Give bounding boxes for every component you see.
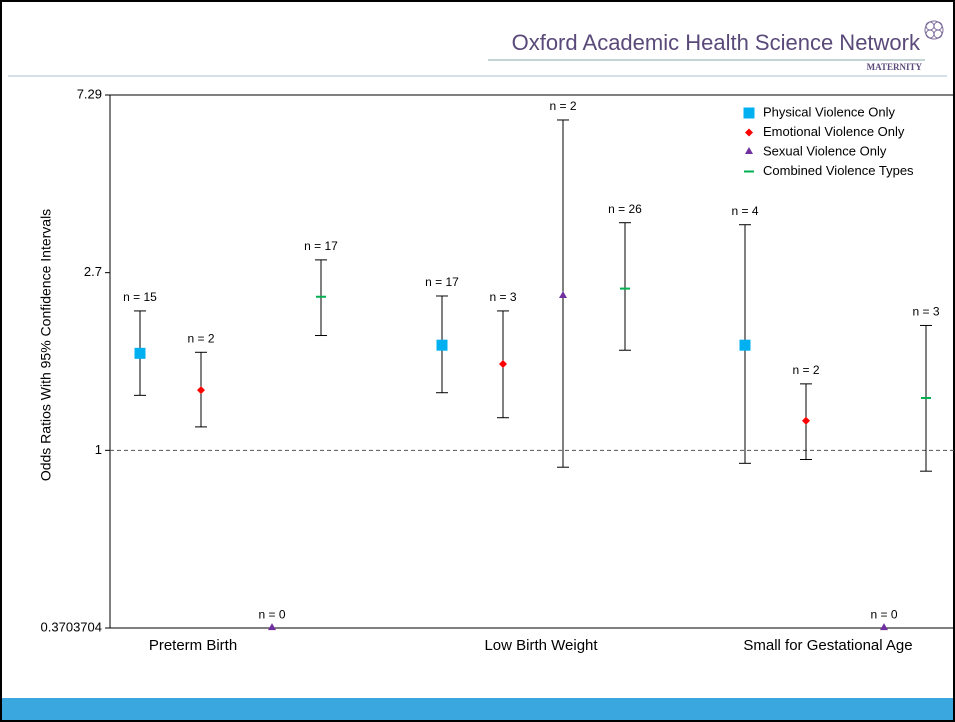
x-category-label: Preterm Birth xyxy=(149,637,237,654)
n-label: n = 4 xyxy=(731,204,758,218)
legend-label: Sexual Violence Only xyxy=(763,143,887,158)
legend-label: Physical Violence Only xyxy=(763,104,895,119)
n-label: n = 2 xyxy=(792,363,819,377)
legend-label: Emotional Violence Only xyxy=(763,124,905,139)
header-subtitle: MATERNITY xyxy=(867,62,923,72)
y-tick-label: 7.29 xyxy=(77,86,102,101)
y-tick-label: 2.7 xyxy=(84,264,102,279)
marker xyxy=(559,290,567,298)
n-label: n = 26 xyxy=(608,202,642,216)
marker xyxy=(268,623,276,631)
header-title: Oxford Academic Health Science Network xyxy=(512,30,921,55)
n-label: n = 2 xyxy=(549,99,576,113)
marker xyxy=(499,360,507,369)
marker xyxy=(802,416,810,425)
n-label: n = 0 xyxy=(258,607,285,621)
y-tick-label: 1 xyxy=(95,442,102,457)
legend-label: Combined Violence Types xyxy=(763,163,914,178)
footer-band xyxy=(2,698,953,720)
n-label: n = 3 xyxy=(489,290,516,304)
marker xyxy=(745,128,753,137)
marker xyxy=(743,107,755,119)
marker xyxy=(436,339,448,351)
n-label: n = 17 xyxy=(304,239,338,253)
marker xyxy=(745,147,753,154)
x-category-label: Low Birth Weight xyxy=(484,637,598,654)
logo xyxy=(924,20,944,40)
x-category-label: Small for Gestational Age xyxy=(743,637,912,654)
marker xyxy=(134,347,146,359)
y-axis-label: Odds Ratios With 95% Confidence Interval… xyxy=(38,209,54,481)
marker xyxy=(197,386,205,395)
n-label: n = 15 xyxy=(123,290,157,304)
marker xyxy=(739,339,751,351)
n-label: n = 17 xyxy=(425,275,459,289)
n-label: n = 0 xyxy=(870,607,897,621)
n-label: n = 2 xyxy=(187,331,214,345)
marker xyxy=(880,623,888,631)
n-label: n = 3 xyxy=(912,305,939,319)
y-tick-label: 0.3703704 xyxy=(41,619,102,634)
